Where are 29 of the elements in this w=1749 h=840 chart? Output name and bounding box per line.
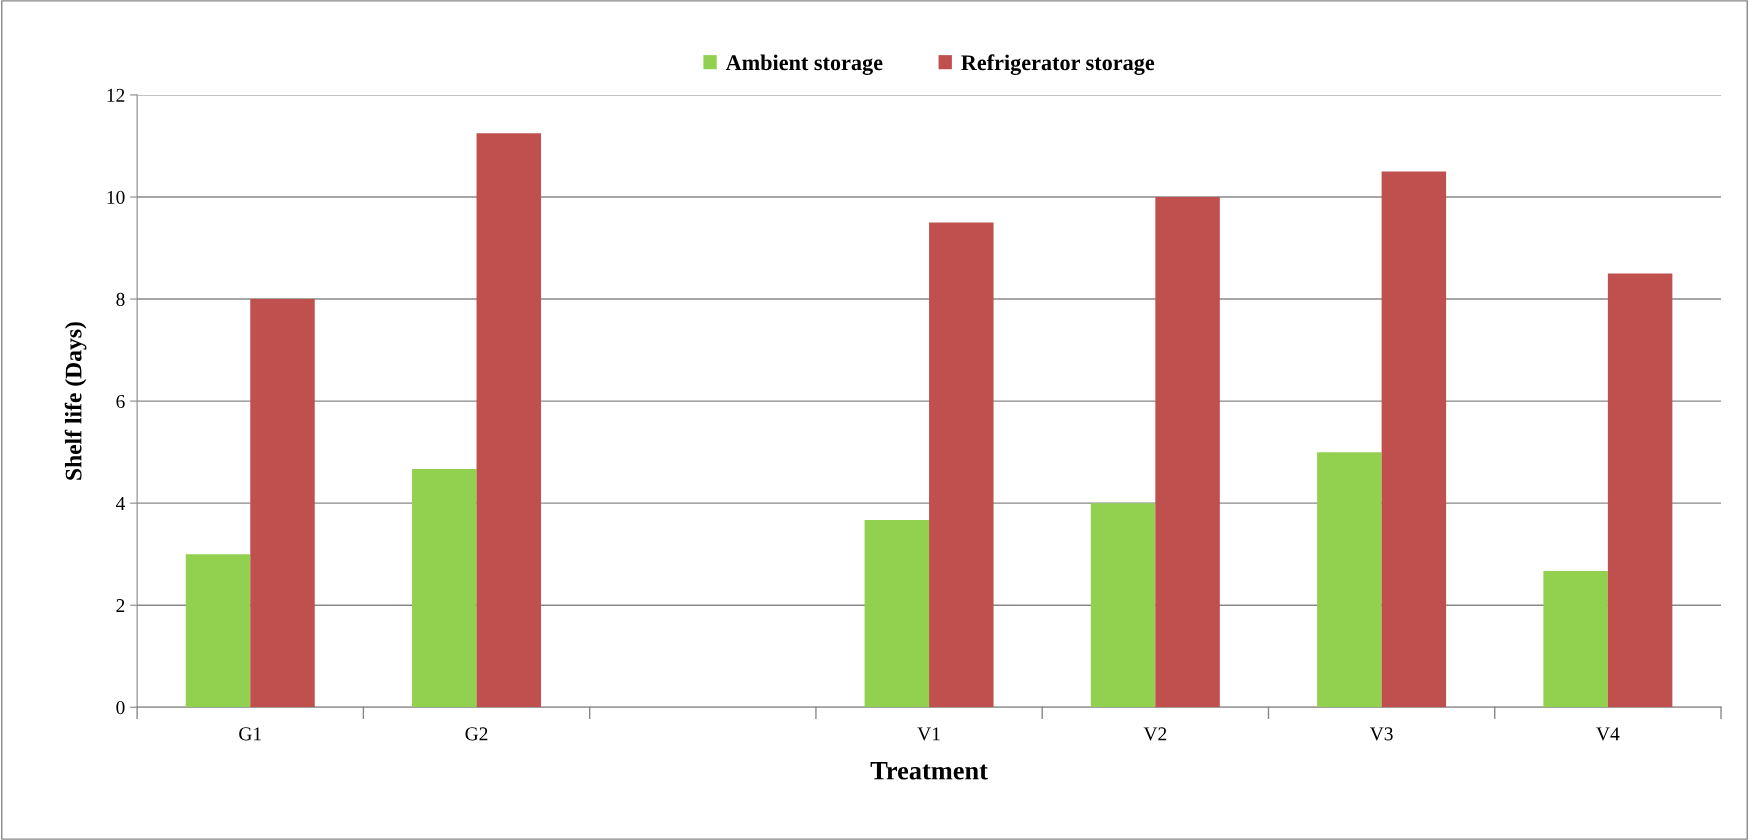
bar <box>1543 571 1608 708</box>
legend-label: Refrigerator storage <box>961 54 1155 75</box>
y-tick-label: 12 <box>107 88 125 102</box>
y-tick-label: 0 <box>116 701 125 715</box>
y-axis-title: Shelf life (Days) <box>64 322 87 480</box>
bar <box>412 468 477 708</box>
x-tick-label: V4 <box>1596 727 1620 741</box>
y-tick-label: 4 <box>115 497 126 510</box>
y-tick-label: 10 <box>107 190 125 204</box>
legend-label: Ambient storage <box>725 54 883 75</box>
y-tick-label: 8 <box>116 292 125 306</box>
bar <box>1607 273 1673 708</box>
bar <box>929 222 994 708</box>
y-tick-label: 2 <box>116 599 125 612</box>
x-tick-label: V3 <box>1369 727 1393 741</box>
bar <box>1381 171 1447 708</box>
x-tick-label: V2 <box>1143 727 1167 741</box>
bar <box>185 554 251 708</box>
bar <box>476 133 542 708</box>
bar <box>864 520 930 708</box>
x-tick-label: V1 <box>917 727 940 741</box>
y-tick-label: 6 <box>116 394 125 409</box>
bar <box>250 299 315 708</box>
x-tick-label: G1 <box>239 727 261 741</box>
bar <box>1090 503 1156 708</box>
x-tick-label: G2 <box>465 727 488 741</box>
x-axis-title: Treatment <box>870 762 988 780</box>
bar <box>1155 196 1220 708</box>
bar <box>1317 452 1382 708</box>
